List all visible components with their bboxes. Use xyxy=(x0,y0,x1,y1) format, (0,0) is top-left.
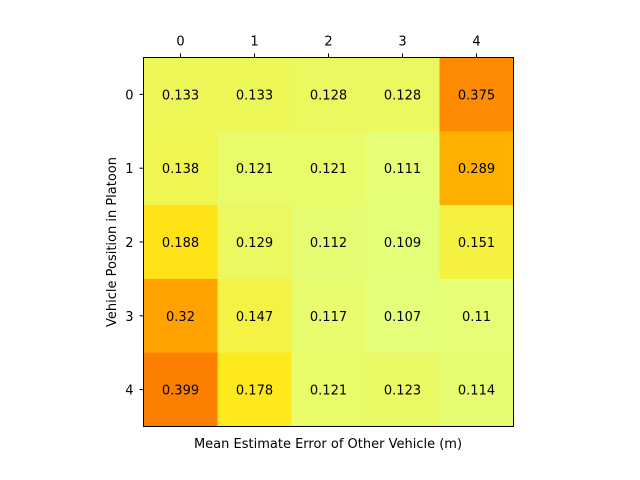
y-tick-label-1: 1 xyxy=(125,162,133,177)
cell-value-label-r4-c1: 0.178 xyxy=(236,384,273,399)
cell-value-label-r3-c2: 0.117 xyxy=(310,310,347,325)
heatmap-cell-r0-c0 xyxy=(143,57,218,132)
cell-value-label-r0-c3: 0.128 xyxy=(384,88,421,103)
cell-value-label-r2-c4: 0.151 xyxy=(458,236,495,251)
cell-value-label-r0-c0: 0.133 xyxy=(162,88,199,103)
y-tick-label-3: 3 xyxy=(125,310,133,325)
heatmap-cell-r1-c2 xyxy=(291,131,366,206)
x-tick-label-1: 1 xyxy=(250,35,258,50)
cell-value-label-r4-c3: 0.123 xyxy=(384,384,421,399)
heatmap-cell-r2-c4 xyxy=(439,205,514,280)
y-tick-label-0: 0 xyxy=(125,88,133,103)
cell-value-label-r0-c4: 0.375 xyxy=(458,88,495,103)
cell-value-label-r0-c2: 0.128 xyxy=(310,88,347,103)
y-tick-label-2: 2 xyxy=(125,236,133,251)
heatmap-cell-r0-c3 xyxy=(365,57,440,132)
cell-value-label-r2-c2: 0.112 xyxy=(310,236,347,251)
heatmap-cell-r2-c0 xyxy=(143,205,218,280)
cell-value-label-r1-c4: 0.289 xyxy=(458,162,495,177)
cell-value-label-r1-c3: 0.111 xyxy=(384,162,421,177)
cell-value-label-r1-c2: 0.121 xyxy=(310,162,347,177)
heatmap-cell-r4-c1 xyxy=(217,352,292,427)
heatmap-cell-r3-c0 xyxy=(143,278,218,354)
heatmap-cell-labels: 0.133 0.133 0.128 0.128 0.375 0.138 0.121 0.121… xyxy=(162,88,495,398)
heatmap-cell-r3-c1 xyxy=(217,278,292,354)
cell-value-label-r4-c0: 0.399 xyxy=(162,384,199,399)
cell-value-label-r3-c3: 0.107 xyxy=(384,310,421,325)
heatmap-cell-r0-c4 xyxy=(439,57,514,132)
cell-value-label-r1-c0: 0.138 xyxy=(162,162,199,177)
heatmap-cell-r2-c1 xyxy=(217,205,292,280)
heatmap-cell-r4-c3 xyxy=(365,352,440,427)
heatmap-cell-r0-c1 xyxy=(217,57,292,132)
cell-value-label-r4-c2: 0.121 xyxy=(310,384,347,399)
x-tick-label-4: 4 xyxy=(472,35,480,50)
cell-value-label-r3-c1: 0.147 xyxy=(236,310,273,325)
heatmap-cells xyxy=(143,57,514,427)
heatmap-cell-r2-c3 xyxy=(365,205,440,280)
heatmap-cell-r4-c2 xyxy=(291,352,366,427)
heatmap-cell-r1-c3 xyxy=(365,131,440,206)
cell-value-label-r3-c0: 0.32 xyxy=(166,310,195,325)
x-tick-label-3: 3 xyxy=(398,35,406,50)
cell-value-label-r2-c1: 0.129 xyxy=(236,236,273,251)
heatmap-cell-r4-c0 xyxy=(143,352,218,427)
y-tick-label-4: 4 xyxy=(125,384,133,399)
cell-value-label-r3-c4: 0.11 xyxy=(462,310,491,325)
heatmap-cell-r4-c4 xyxy=(439,352,514,427)
x-tick-label-0: 0 xyxy=(176,35,184,50)
x-tick-label-2: 2 xyxy=(324,35,332,50)
heatmap-cell-r0-c2 xyxy=(291,57,366,132)
x-axis-ticks: 0 1 2 3 4 xyxy=(176,35,481,58)
heatmap-cell-r1-c1 xyxy=(217,131,292,206)
cell-value-label-r1-c1: 0.121 xyxy=(236,162,273,177)
cell-value-label-r4-c4: 0.114 xyxy=(458,384,495,399)
cell-value-label-r2-c3: 0.109 xyxy=(384,236,421,251)
cell-value-label-r2-c0: 0.188 xyxy=(162,236,199,251)
heatmap-cell-r1-c4 xyxy=(439,131,514,206)
x-axis-title: Mean Estimate Error of Other Vehicle (m) xyxy=(194,437,462,452)
heatmap-cell-r1-c0 xyxy=(143,131,218,206)
heatmap-cell-r3-c3 xyxy=(365,278,440,354)
cell-value-label-r0-c1: 0.133 xyxy=(236,88,273,103)
heatmap-cell-r3-c2 xyxy=(291,278,366,354)
heatmap-cell-r2-c2 xyxy=(291,205,366,280)
y-axis-title: Vehicle Position in Platoon xyxy=(105,157,120,327)
y-axis-ticks: 0 1 2 3 4 xyxy=(125,88,144,399)
heatmap-cell-r3-c4 xyxy=(439,278,514,354)
